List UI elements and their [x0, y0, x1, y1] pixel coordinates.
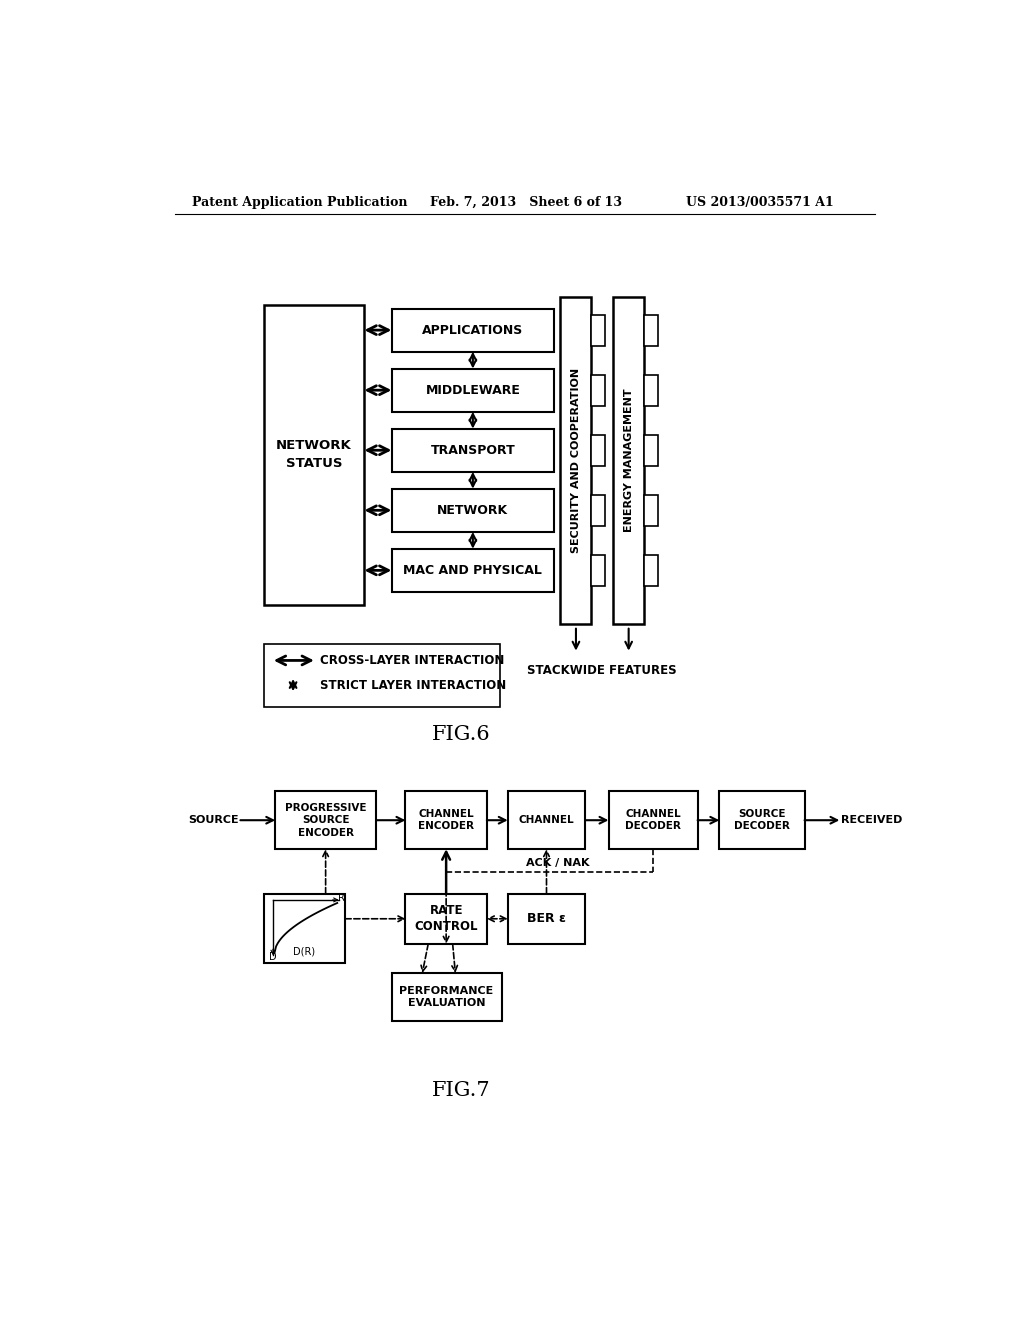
Text: R: R [339, 892, 345, 903]
Bar [592, 495, 605, 525]
Bar [508, 894, 586, 944]
Bar [406, 894, 486, 944]
Bar [644, 554, 658, 586]
Bar [508, 792, 586, 849]
Bar [391, 368, 554, 412]
Bar [644, 434, 658, 466]
Text: STRICT LAYER INTERACTION: STRICT LAYER INTERACTION [321, 678, 507, 692]
Text: APPLICATIONS: APPLICATIONS [422, 323, 523, 337]
Text: SOURCE
DECODER: SOURCE DECODER [734, 809, 790, 832]
Bar [613, 297, 644, 624]
Text: SOURCE: SOURCE [188, 816, 239, 825]
Text: FIG.6: FIG.6 [432, 725, 490, 744]
Bar [719, 792, 805, 849]
Bar [592, 375, 605, 405]
Text: CHANNEL: CHANNEL [519, 816, 574, 825]
Text: FIG.7: FIG.7 [432, 1081, 490, 1100]
Text: RECEIVED: RECEIVED [841, 816, 902, 825]
Bar [644, 314, 658, 346]
Text: NETWORK
STATUS: NETWORK STATUS [276, 440, 352, 470]
Text: SECURITY AND COOPERATION: SECURITY AND COOPERATION [571, 368, 581, 553]
Text: NETWORK: NETWORK [437, 504, 509, 517]
Text: BER ε: BER ε [527, 912, 566, 925]
Text: Patent Application Publication: Patent Application Publication [193, 195, 408, 209]
Bar [391, 973, 502, 1020]
Text: CHANNEL
ENCODER: CHANNEL ENCODER [418, 809, 474, 832]
Bar [263, 305, 365, 605]
Text: TRANSPORT: TRANSPORT [430, 444, 515, 457]
Bar [644, 375, 658, 405]
Text: MIDDLEWARE: MIDDLEWARE [425, 384, 520, 397]
Text: CROSS-LAYER INTERACTION: CROSS-LAYER INTERACTION [321, 653, 505, 667]
Bar [608, 792, 697, 849]
Text: MAC AND PHYSICAL: MAC AND PHYSICAL [403, 564, 543, 577]
Bar [406, 792, 486, 849]
Bar [644, 495, 658, 525]
Text: PROGRESSIVE
SOURCE
ENCODER: PROGRESSIVE SOURCE ENCODER [285, 803, 367, 838]
Text: CHANNEL
DECODER: CHANNEL DECODER [625, 809, 681, 832]
Text: Feb. 7, 2013   Sheet 6 of 13: Feb. 7, 2013 Sheet 6 of 13 [430, 195, 623, 209]
Bar [275, 792, 376, 849]
Text: D: D [269, 952, 276, 962]
Text: STACKWIDE FEATURES: STACKWIDE FEATURES [527, 664, 677, 677]
Bar [263, 894, 345, 964]
Bar [391, 309, 554, 351]
Text: ACK / NAK: ACK / NAK [525, 858, 589, 869]
Bar [592, 554, 605, 586]
Text: D(R): D(R) [293, 946, 315, 957]
Bar [263, 644, 500, 706]
Bar [391, 429, 554, 471]
Text: ENERGY MANAGEMENT: ENERGY MANAGEMENT [624, 389, 634, 532]
Bar [391, 488, 554, 532]
Text: RATE
CONTROL: RATE CONTROL [415, 904, 478, 933]
Text: US 2013/0035571 A1: US 2013/0035571 A1 [686, 195, 834, 209]
Bar [560, 297, 592, 624]
Bar [391, 549, 554, 591]
Text: PERFORMANCE
EVALUATION: PERFORMANCE EVALUATION [399, 986, 494, 1008]
Bar [592, 434, 605, 466]
Bar [592, 314, 605, 346]
